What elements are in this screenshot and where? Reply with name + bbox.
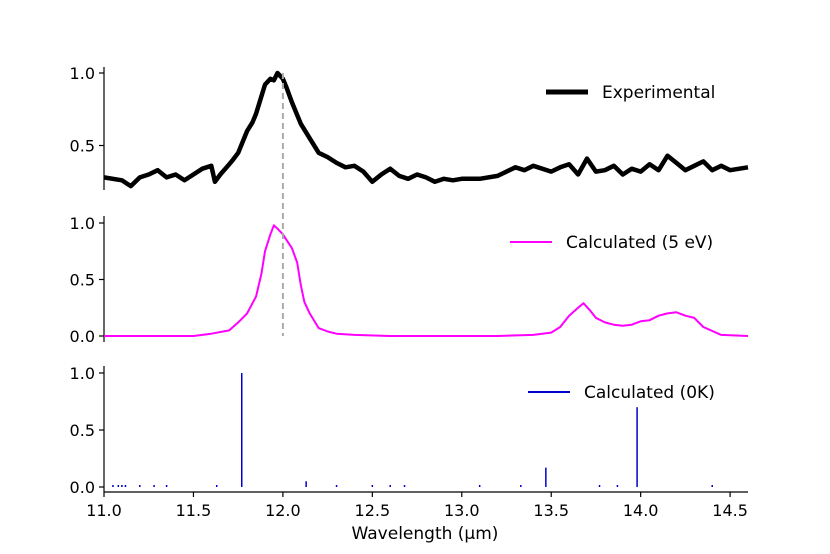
x-tick-label: 11.0: [86, 501, 122, 520]
panel-3: 0.0 0.5 1.0 Calculated (0K): [70, 364, 715, 497]
y-tick-label: 1.0: [70, 364, 95, 383]
panels: 0.5 1.0 Experimental 0.0 0.5 1.0 Calculated (5…: [70, 64, 749, 497]
y-tick-label: 0.5: [70, 137, 95, 156]
legend-label: Calculated (0K): [584, 383, 715, 403]
y-tick-label: 0.0: [70, 327, 95, 346]
y-tick-label: 0.0: [70, 478, 95, 497]
x-tick-label: 11.5: [176, 501, 212, 520]
panel-2: 0.0 0.5 1.0 Calculated (5 eV): [70, 214, 749, 346]
y-tick-label: 0.5: [70, 421, 95, 440]
legend-label: Experimental: [602, 83, 715, 103]
x-tick-label: 12.5: [355, 501, 391, 520]
legend-label: Calculated (5 eV): [566, 233, 713, 253]
legend: Calculated (0K): [528, 383, 715, 403]
y-tick-label: 0.5: [70, 271, 95, 290]
x-tick-label: 13.0: [444, 501, 480, 520]
panel-1: 0.5 1.0 Experimental: [70, 64, 749, 190]
x-tick-label: 14.5: [712, 501, 748, 520]
y-tick-label: 1.0: [70, 64, 95, 83]
series-line: [103, 70, 749, 189]
y-tick-label: 1.0: [70, 214, 95, 233]
x-tick-label: 14.0: [623, 501, 659, 520]
series-line: [104, 224, 749, 337]
legend: Experimental: [546, 83, 715, 103]
x-axis-label: Wavelength (μm): [352, 524, 499, 544]
x-axis: 11.0 11.5 12.0 12.5 13.0 13.5 14.0 14.5: [86, 491, 748, 520]
legend: Calculated (5 eV): [510, 233, 713, 253]
x-tick-label: 12.0: [265, 501, 301, 520]
x-tick-label: 13.5: [533, 501, 569, 520]
